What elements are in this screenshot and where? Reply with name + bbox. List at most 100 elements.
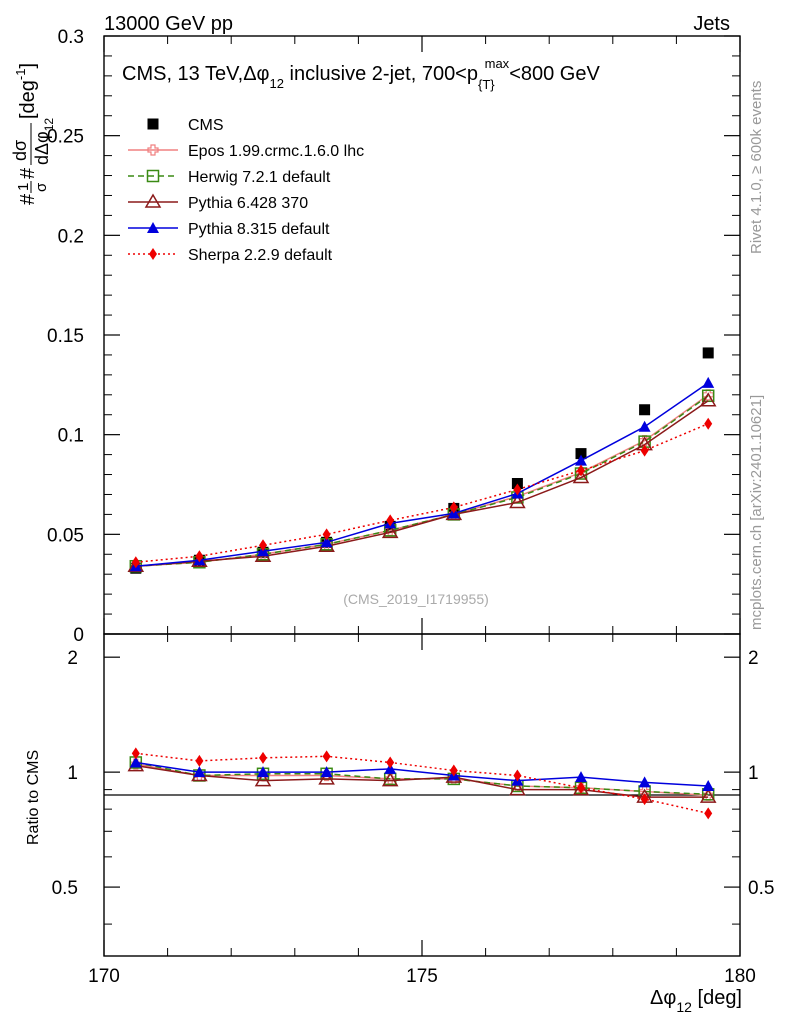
svg-text:#: # [17,167,39,179]
series-line [135,395,709,567]
y-tick-label: 0.3 [58,27,84,48]
legend-entry: Pythia 8.315 default [128,221,330,238]
data-point [509,493,526,509]
series-line [135,423,709,563]
series-0 [130,347,714,574]
data-point [386,514,395,527]
category-label: Jets [693,13,730,35]
legend-marker [149,248,157,260]
legend-entry: Herwig 7.2.1 default [128,169,331,186]
data-point [195,550,204,563]
mcplots-label: mcplots.cern.ch [arXiv:2401.10621] [748,395,765,630]
series-5 [131,417,713,820]
series-line [135,382,709,567]
data-point [449,501,458,514]
ratio-tick-label-right: 0.5 [748,878,774,899]
ratio-y-axis-label: Ratio to CMS [25,750,42,845]
ratio-point [577,781,585,794]
data-point [259,539,267,552]
legend-entry: Epos 1.99.crmc.1.6.0 lhc [128,143,364,160]
svg-text:dσ: dσ [10,140,30,161]
data-point [131,556,140,569]
data-point [638,420,651,432]
data-point [704,417,713,430]
legend-entry: Pythia 6.428 370 [128,193,308,212]
svg-text:dΔφ12: dΔφ12 [32,118,56,165]
ratio-point [509,781,526,796]
ratio-point [322,750,331,763]
legend-marker [147,144,159,156]
ratio-point [513,769,522,782]
legend-marker [146,169,160,183]
ratio-tick-label-right: 1 [748,763,759,784]
data-point [572,469,590,484]
y-tick-label: 0.1 [58,426,84,447]
legend-entry: Sherpa 2.2.9 default [128,247,333,264]
svg-text:[deg-1]: [deg-1] [13,63,39,119]
ratio-point [638,776,651,788]
legend-marker [147,118,159,130]
x-tick-label: 175 [406,966,438,987]
y-tick-label: 0.05 [47,525,84,546]
ratio-tick-label: 0.5 [52,878,78,899]
ratio-point [381,772,399,787]
legend-marker [147,222,159,233]
data-point [702,376,715,388]
data-point [577,464,585,477]
series-line [135,394,709,567]
data-point [639,404,651,416]
data-point [322,528,331,541]
ratio-tick-label-right: 2 [748,648,759,669]
data-point [702,347,714,359]
ratio-point [575,771,587,783]
ratio-point [318,770,335,785]
ratio-tick-label: 2 [67,648,78,669]
ratio-point [257,766,269,778]
ratio-point [259,751,267,764]
series-4 [129,376,715,791]
legend-label: Epos 1.99.crmc.1.6.0 lhc [188,143,364,160]
ratio-line [135,761,709,787]
data-point [699,392,717,407]
data-point [513,483,522,496]
x-axis-label: Δφ12 [deg] [650,987,742,1015]
svg-text:#: # [17,193,39,205]
ratio-tick-label: 1 [67,763,78,784]
x-tick-label: 180 [724,966,756,987]
y-tick-label: 0.15 [47,326,84,347]
legend-entry: CMS [147,117,224,134]
legend-label: Herwig 7.2.1 default [188,169,331,186]
data-point [320,536,333,548]
legend-label: Pythia 6.428 370 [188,195,308,212]
ratio-point [704,807,713,820]
y-tick-label: 0 [73,625,84,646]
y-tick-label: 0.2 [58,226,84,247]
ratio-point [702,779,715,791]
ratio-point [320,766,333,778]
plot-title: CMS, 13 TeV,Δφ12 inclusive 2-jet, 700<p{… [122,56,600,92]
x-tick-label: 170 [88,966,120,987]
data-point [575,454,587,466]
ratio-point [193,766,206,778]
y-tick-label: 0.25 [47,127,84,148]
data-point [575,448,587,460]
legend-label: Pythia 8.315 default [188,221,330,238]
series-line [135,400,709,567]
rivet-label: Rivet 4.1.0, ≥ 600k events [748,81,765,254]
energy-label: 13000 GeV pp [104,13,233,35]
legend-label: Sherpa 2.2.9 default [188,247,333,264]
y-axis-label: # 1 σ # dσ dΔφ12 [deg-1] [10,63,56,205]
svg-text:σ: σ [33,182,50,192]
ratio-point [699,788,717,803]
ratio-point [449,764,458,777]
ratio-point [386,756,395,769]
svg-text:1: 1 [15,183,32,191]
ratio-line [135,752,709,815]
data-point [640,444,649,457]
ratio-point [195,754,204,767]
ratio-line [135,764,709,798]
ratio-point [254,772,272,787]
legend-label: CMS [188,117,224,134]
ratio-point [129,756,142,768]
